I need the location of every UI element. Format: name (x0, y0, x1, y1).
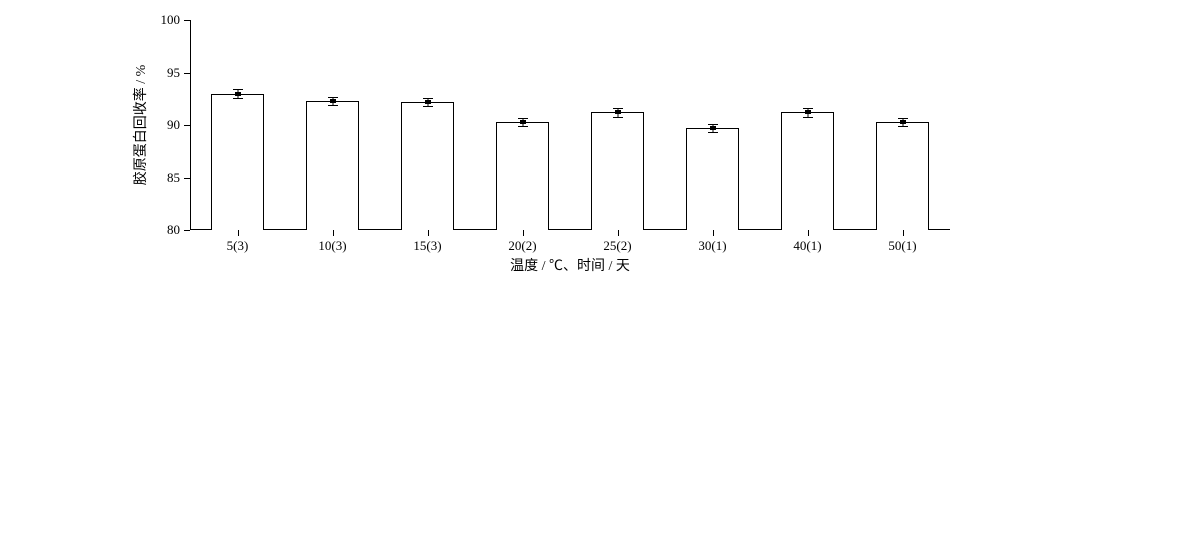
x-tick-label: 30(1) (698, 238, 726, 254)
bar (306, 101, 358, 230)
y-tick (184, 230, 190, 231)
x-axis-line (190, 229, 950, 230)
errorbar-cap (328, 105, 338, 106)
errorbar-marker (900, 120, 906, 124)
bar (211, 94, 263, 231)
y-tick-label: 95 (167, 65, 180, 81)
x-tick-label: 50(1) (888, 238, 916, 254)
x-tick (713, 230, 714, 236)
errorbar-marker (615, 110, 621, 114)
y-tick-label: 80 (167, 222, 180, 238)
errorbar-cap (518, 126, 528, 127)
bar (591, 112, 643, 230)
x-tick-label: 25(2) (603, 238, 631, 254)
errorbar-marker (805, 110, 811, 114)
y-tick (184, 73, 190, 74)
plot-area: 胶原蛋白回收率 / % 温度 / ℃、时间 / 天 808590951005(3… (190, 20, 950, 230)
y-axis-label: 胶原蛋白回收率 / % (130, 65, 150, 186)
bar (876, 122, 928, 230)
y-tick (184, 125, 190, 126)
x-tick-label: 10(3) (318, 238, 346, 254)
y-axis-line (190, 20, 191, 230)
x-tick (523, 230, 524, 236)
x-tick-label: 40(1) (793, 238, 821, 254)
y-tick (184, 20, 190, 21)
errorbar-cap (613, 108, 623, 109)
x-tick (238, 230, 239, 236)
x-tick (808, 230, 809, 236)
y-tick (184, 178, 190, 179)
errorbar-cap (898, 118, 908, 119)
x-axis-label: 温度 / ℃、时间 / 天 (510, 255, 630, 275)
bar (781, 112, 833, 230)
y-tick-label: 100 (161, 12, 181, 28)
x-tick-label: 15(3) (413, 238, 441, 254)
errorbar-marker (235, 92, 241, 96)
errorbar-cap (708, 124, 718, 125)
errorbar-cap (708, 132, 718, 133)
errorbar-cap (423, 98, 433, 99)
y-tick-label: 85 (167, 170, 180, 186)
errorbar-marker (330, 99, 336, 103)
errorbar-cap (423, 106, 433, 107)
errorbar-marker (425, 100, 431, 104)
errorbar-cap (898, 126, 908, 127)
bar (401, 102, 453, 230)
errorbar-cap (233, 89, 243, 90)
errorbar-marker (520, 120, 526, 124)
errorbar-cap (233, 98, 243, 99)
chart-container: 胶原蛋白回收率 / % 温度 / ℃、时间 / 天 808590951005(3… (130, 20, 950, 280)
bar (686, 128, 738, 230)
errorbar-marker (710, 126, 716, 130)
x-tick-label: 20(2) (508, 238, 536, 254)
x-tick (903, 230, 904, 236)
errorbar-cap (803, 117, 813, 118)
bar (496, 122, 548, 230)
y-tick-label: 90 (167, 117, 180, 133)
x-tick (428, 230, 429, 236)
errorbar-cap (613, 117, 623, 118)
x-tick (333, 230, 334, 236)
errorbar-cap (518, 118, 528, 119)
errorbar-cap (328, 97, 338, 98)
errorbar-cap (803, 108, 813, 109)
x-tick (618, 230, 619, 236)
x-tick-label: 5(3) (227, 238, 249, 254)
